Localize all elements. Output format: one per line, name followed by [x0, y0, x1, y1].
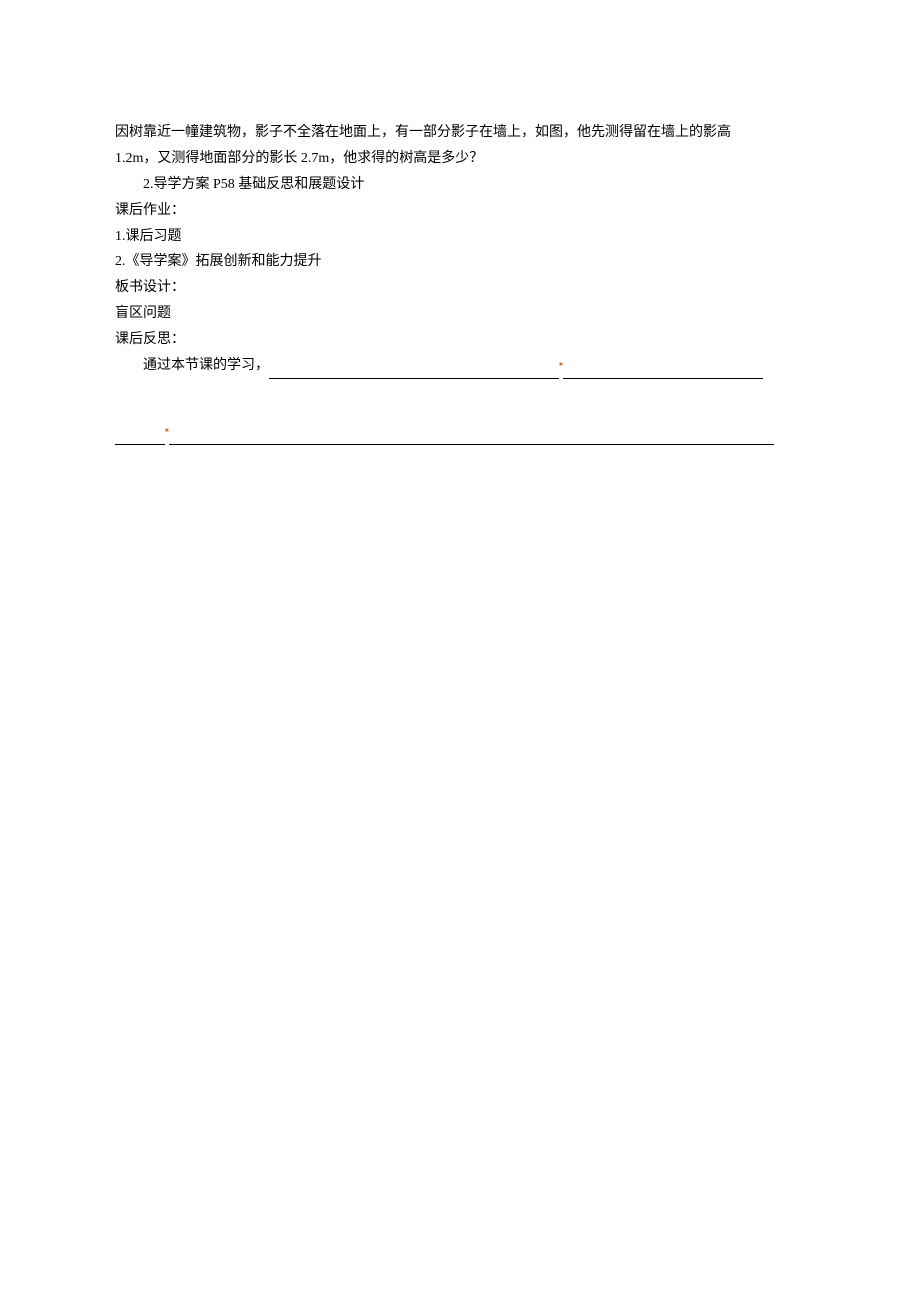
blank-underline-3-left: [115, 444, 165, 445]
board-design-title: 板书设计：: [115, 275, 805, 301]
reflection-prefix: 通过本节课的学习，: [143, 358, 269, 373]
guide-item-2: 2.导学方案 P58 基础反思和展题设计: [115, 172, 805, 198]
reflection-title: 课后反思：: [115, 327, 805, 353]
homework-title: 课后作业：: [115, 198, 805, 224]
blank-underline-2: [563, 378, 763, 379]
reflection-line-2: ■: [115, 419, 805, 445]
problem-statement-line2: 1.2m，又测得地面部分的影长 2.7m，他求得的树高是多少？: [115, 146, 805, 172]
accent-dot-2: ■: [165, 428, 169, 434]
blank-underline-3-right: [169, 444, 774, 445]
blank-underline-1: [269, 378, 559, 379]
problem-statement-line1: 因树靠近一幢建筑物，影子不全落在地面上，有一部分影子在墙上，如图，他先测得留在墙…: [115, 120, 805, 146]
board-design-content: 盲区问题: [115, 301, 805, 327]
homework-item-2: 2.《导学案》拓展创新和能力提升: [115, 249, 805, 275]
reflection-line-1: 通过本节课的学习， ■: [115, 353, 805, 379]
homework-item-1: 1.课后习题: [115, 224, 805, 250]
accent-dot-1: ■: [559, 362, 563, 368]
